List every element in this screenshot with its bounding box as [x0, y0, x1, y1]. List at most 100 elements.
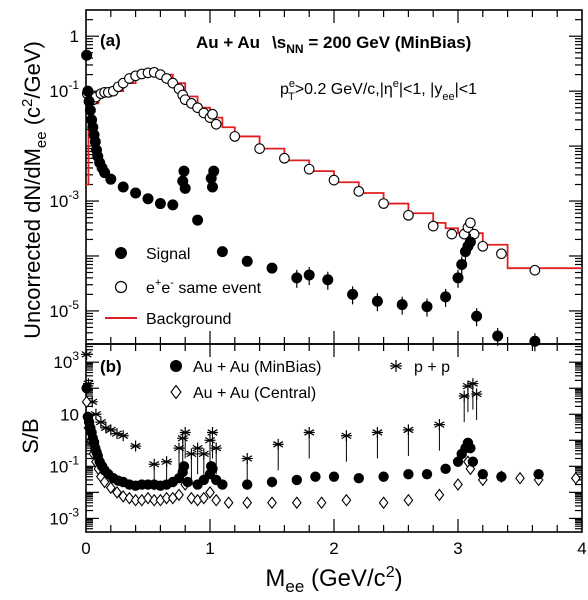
y-tick-label: 103: [53, 349, 79, 372]
signal-point: [154, 198, 166, 210]
minbias-point: [178, 461, 190, 472]
signal-point: [421, 301, 433, 313]
pp-point: [148, 458, 160, 470]
pp-point: [371, 426, 383, 438]
same-event-point: [279, 152, 290, 164]
panel-b-legend: Au + Au (MinBias) p + p Au + Au (Central…: [170, 359, 450, 402]
signal-point: [192, 214, 204, 226]
y-tick-label: 10-3: [49, 505, 79, 528]
same-event-point: [210, 118, 222, 130]
minbias-point: [440, 463, 451, 475]
panel-a-label: (a): [100, 31, 121, 50]
legend-same-event-label: e+e- same event: [146, 277, 262, 297]
signal-point: [471, 310, 483, 322]
central-point: [118, 490, 129, 503]
same-event-point: [353, 186, 365, 197]
pp-point: [185, 448, 197, 460]
x-tick-label: 2: [329, 539, 338, 558]
central-point: [205, 485, 215, 499]
signal-point: [208, 165, 220, 177]
signal-point: [456, 258, 468, 270]
signal-point: [303, 269, 315, 281]
signal-point: [167, 199, 179, 211]
legend-pp-label: p + p: [414, 359, 450, 376]
y-tick-label: 10-5: [49, 298, 79, 321]
pp-point: [95, 416, 107, 428]
same-event-point: [403, 209, 414, 221]
central-point: [453, 478, 463, 491]
central-point: [316, 496, 327, 510]
pp-point: [206, 426, 218, 438]
legend-pp-marker: [390, 360, 402, 372]
same-event-point: [465, 217, 476, 229]
pp-point: [210, 442, 222, 454]
signal-point: [216, 246, 228, 258]
pp-point: [340, 430, 352, 442]
minbias-point: [266, 476, 278, 488]
central-point: [434, 488, 445, 502]
legend-central-label: Au + Au (Central): [193, 385, 316, 402]
minbias-point: [353, 472, 364, 484]
same-event-point: [446, 228, 458, 240]
same-event-point: [229, 131, 241, 142]
legend-minbias-label: Au + Au (MinBias): [193, 359, 322, 376]
central-point: [341, 493, 352, 507]
panel-b-y-axis-label: S/B: [18, 418, 43, 453]
signal-point: [82, 85, 94, 97]
panel-a-axis-ticks: 1 10-1 10-3 10-5: [49, 10, 582, 344]
signal-point: [81, 49, 93, 61]
minbias-point: [465, 442, 476, 454]
pp-point: [100, 422, 112, 434]
minbias-point: [207, 463, 218, 475]
minbias-point: [217, 479, 228, 490]
signal-point: [241, 255, 253, 267]
same-event-point: [427, 220, 439, 232]
signal-point: [83, 95, 95, 107]
legend-minbias-marker: [170, 360, 182, 372]
central-point: [515, 471, 525, 485]
background-curve: [86, 71, 582, 270]
signal-point: [130, 187, 142, 199]
pp-point: [161, 456, 173, 468]
x-tick-label: 1: [205, 539, 214, 558]
same-event-point: [207, 108, 218, 120]
panel-a-title: Au + Au \sNN = 200 GeV (MinBias): [196, 33, 471, 56]
minbias-point: [81, 383, 92, 394]
y-tick-label: 10-1: [49, 453, 79, 476]
signal-point: [105, 173, 117, 185]
panel-b-axis-ticks: 0 1 2 3 4 103 10 10-1 10-3: [49, 344, 587, 558]
panel-a-legend: Signal e+e- same event Background: [105, 246, 262, 328]
signal-point: [371, 295, 383, 307]
cuts-text: pe T>0.2 GeV/c,|ηe|<1, |yee|<1: [280, 78, 477, 103]
pp-point: [402, 424, 414, 436]
signal-point: [142, 193, 154, 205]
panel-b: 0 1 2 3 4 103 10 10-1 10-3 (b) Au + Au (MinBias)…: [18, 343, 587, 596]
minbias-point: [496, 471, 507, 482]
same-event-point: [378, 198, 389, 209]
central-point: [112, 485, 122, 499]
same-event-point: [328, 174, 340, 186]
minbias-point: [452, 456, 464, 467]
signal-point: [291, 272, 303, 284]
central-point: [242, 496, 253, 510]
y-tick-label: 10: [60, 405, 79, 424]
pp-point: [179, 426, 191, 438]
panel-a-y-axis-label: Uncorrected dN/dMee (c2/GeV): [19, 41, 50, 339]
pp-point: [303, 426, 315, 438]
panel-a: 1 10-1 10-3 10-5 (a) Au + Au \sNN = 200 GeV …: [19, 9, 583, 352]
central-point: [267, 496, 277, 510]
signal-points: [81, 49, 541, 352]
background-step-line: [86, 71, 582, 270]
central-point: [198, 491, 209, 505]
central-point: [105, 481, 116, 495]
pp-point: [471, 388, 483, 400]
x-axis-label: Mee (GeV/c2): [265, 564, 402, 596]
legend-background-label: Background: [146, 311, 231, 328]
legend-pp-asterisk: [390, 360, 402, 372]
central-point: [291, 496, 302, 510]
minbias-point: [533, 468, 544, 480]
signal-point: [452, 272, 464, 284]
signal-point: [178, 165, 190, 177]
same-event-point: [477, 240, 489, 252]
